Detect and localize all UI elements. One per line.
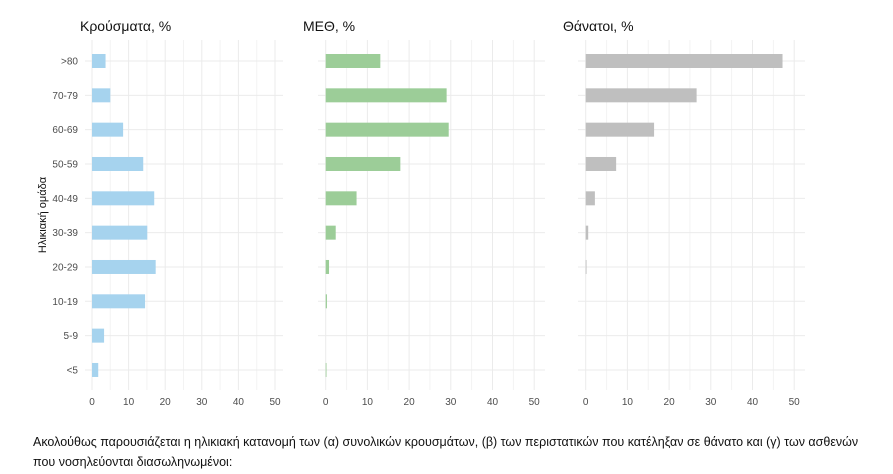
panel-title: ΜΕΘ, % (303, 18, 355, 34)
x-tick-label: 50 (789, 397, 801, 408)
bar (585, 122, 655, 137)
x-tick-label: 30 (705, 397, 717, 408)
y-tick-label: 50-59 (52, 159, 78, 170)
bar (92, 328, 105, 343)
x-tick-label: 30 (196, 397, 208, 408)
bar (585, 156, 617, 171)
bar (325, 122, 449, 137)
bar (92, 362, 99, 377)
x-tick-label: 50 (269, 397, 281, 408)
bar (325, 294, 327, 309)
x-tick-label: 20 (160, 397, 172, 408)
bar (92, 122, 124, 137)
bar (325, 191, 357, 206)
x-tick-label: 40 (233, 397, 245, 408)
y-tick-label: 70-79 (52, 91, 78, 102)
bar (325, 259, 330, 274)
y-tick-label: 40-49 (52, 194, 78, 205)
x-tick-label: 10 (123, 397, 135, 408)
y-tick-label: 20-29 (52, 262, 78, 273)
bar (92, 191, 155, 206)
y-tick-label: 10-19 (52, 297, 78, 308)
x-tick-label: 20 (664, 397, 676, 408)
x-tick-label: 40 (487, 397, 499, 408)
bar (92, 259, 156, 274)
y-tick-label: 60-69 (52, 125, 78, 136)
x-tick-label: 0 (323, 397, 329, 408)
bar (585, 54, 783, 68)
panel-title: Θάνατοι, % (563, 18, 634, 34)
bar (92, 156, 144, 171)
bar (585, 225, 589, 240)
x-tick-label: 40 (747, 397, 759, 408)
bar (585, 88, 697, 103)
x-tick-label: 0 (89, 397, 95, 408)
panel-title: Κρούσματα, % (80, 18, 171, 34)
bar (92, 225, 148, 240)
bar (325, 225, 336, 240)
bar (92, 294, 146, 309)
x-tick-label: 30 (445, 397, 457, 408)
x-tick-label: 10 (622, 397, 634, 408)
x-tick-label: 10 (362, 397, 374, 408)
y-axis-label: Ηλικιακή ομάδα (37, 176, 49, 253)
y-tick-label: <5 (67, 365, 79, 376)
bar (92, 88, 111, 103)
x-tick-label: 0 (583, 397, 589, 408)
y-tick-label: 30-39 (52, 228, 78, 239)
bar (585, 259, 587, 274)
bar (325, 156, 401, 171)
bar (325, 362, 327, 377)
y-tick-label: 5-9 (64, 331, 79, 342)
x-tick-label: 50 (529, 397, 541, 408)
bar (92, 54, 106, 68)
bar (585, 191, 595, 206)
bar (325, 88, 447, 103)
bar (325, 54, 381, 68)
caption: Ακολούθως παρουσιάζεται η ηλικιακή καταν… (33, 435, 859, 469)
x-tick-label: 20 (404, 397, 416, 408)
y-tick-label: >80 (61, 57, 78, 68)
